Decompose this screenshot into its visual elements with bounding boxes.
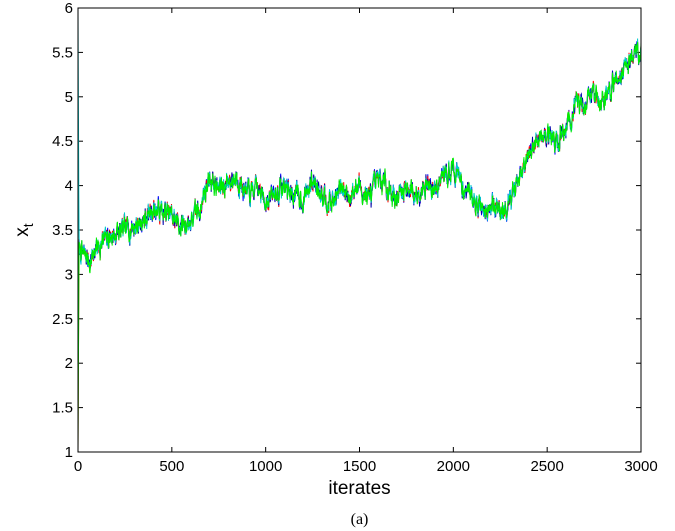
figure-caption: (a): [351, 511, 369, 528]
x-tick-label: 2500: [530, 458, 563, 475]
y-axis-label-main: xt: [12, 223, 36, 237]
x-tick-label: 0: [74, 458, 82, 475]
series-line-3: [78, 42, 641, 272]
y-tick-label: 4: [65, 178, 73, 195]
series-line-1: [78, 41, 641, 269]
y-tick-label: 5.5: [52, 44, 73, 61]
y-tick-label: 6: [65, 0, 73, 17]
axis-ticks: [77, 7, 642, 453]
x-tick-label: 500: [159, 458, 184, 475]
y-tick-label: 4.5: [52, 133, 73, 150]
y-tick-label: 1.5: [52, 400, 73, 417]
y-tick-label: 3.5: [52, 222, 73, 239]
x-axis-label: iterates: [328, 478, 390, 499]
y-tick-label: 2.5: [52, 311, 73, 328]
axes-frame: [77, 7, 642, 453]
tick-labels: 0 500 1000 1500 2000 2500 3000 1 1.5 2 2.5 3 3.5 4 4.5…: [52, 0, 658, 475]
x-tick-label: 2000: [437, 458, 470, 475]
plot-area: [78, 8, 641, 452]
y-tick-label: 1: [65, 444, 73, 461]
y-axis-label-subscript: t: [20, 223, 36, 227]
y-axis-label-symbol: x: [12, 227, 33, 237]
series-line-2: [78, 42, 641, 452]
x-tick-label: 1000: [249, 458, 282, 475]
y-tick-label: 2: [65, 355, 73, 372]
y-tick-label: 3: [65, 266, 73, 283]
x-tick-label: 1500: [343, 458, 376, 475]
x-tick-label: 3000: [624, 458, 657, 475]
y-tick-label: 5: [65, 89, 73, 106]
y-axis-label: xt: [12, 223, 36, 237]
series-line-4: [78, 8, 641, 272]
series-line-5: [78, 41, 641, 452]
